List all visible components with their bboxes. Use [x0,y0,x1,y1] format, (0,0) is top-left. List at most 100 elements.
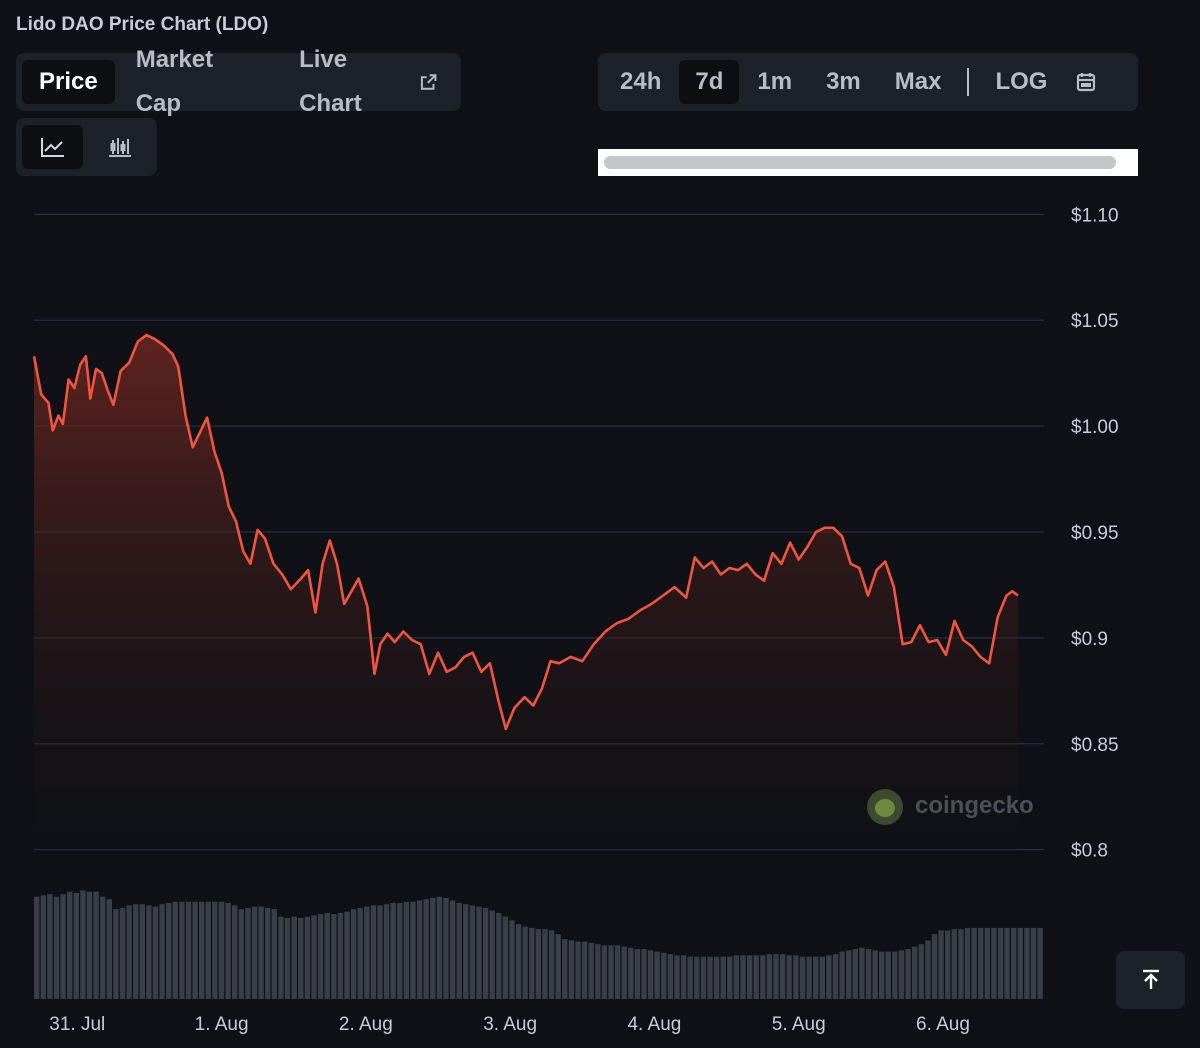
volume-bar [793,955,799,999]
volume-bar [773,954,779,999]
volume-bar [971,927,977,999]
volume-bar [515,924,522,999]
volume-bar [416,900,423,999]
volume-bar [925,940,931,999]
x-tick-label: 5. Aug [772,1014,826,1035]
volume-bar [647,950,654,999]
volume-bar [991,927,997,999]
range-1m[interactable]: 1m [757,68,793,95]
volume-bar [555,934,561,999]
volume-bar [291,916,297,999]
chart-type-selector [16,118,157,176]
volume-bar [918,944,924,999]
range-24h[interactable]: 24h [620,68,662,95]
volume-bar [146,905,152,999]
price-area [34,335,1018,893]
tab-price[interactable]: Price [22,60,115,104]
volume-bar [218,901,225,999]
volume-bar [846,950,852,999]
volume-bar [1037,927,1043,999]
volume-bar [212,901,218,999]
range-divider [967,68,970,96]
volume-bar [912,946,918,999]
volume-bar [456,902,462,999]
scroll-to-top-button[interactable] [1116,951,1185,1009]
volume-bar [720,956,726,999]
volume-bar [568,940,575,999]
y-tick-label: $1.05 [1071,311,1119,332]
volume-bar [529,927,535,999]
volume-bar [879,951,885,999]
x-tick-label: 1. Aug [195,1014,249,1035]
volume-bar [482,907,489,999]
y-tick-label: $1.00 [1071,417,1119,438]
volume-bar [667,954,674,999]
volume-bar [661,952,667,999]
tab-market-cap[interactable]: Market Cap [119,46,278,117]
volume-bar [733,955,740,999]
range-3m[interactable]: 3m [826,68,861,95]
line-chart-button[interactable] [22,125,83,169]
log-toggle[interactable]: LOG [995,68,1048,95]
volume-bar [152,906,159,999]
volume-bar [93,891,99,999]
range-slider[interactable] [598,149,1138,176]
volume-bar [766,954,773,999]
volume-bar [978,927,984,999]
volume-bar [892,951,898,999]
volume-bar [885,951,891,999]
arrow-up-to-line-icon [1142,969,1159,989]
volume-bar [60,894,66,999]
range-max[interactable]: Max [894,68,942,95]
volume-bar [813,956,819,999]
volume-bar [680,955,687,999]
volume-bar [951,929,957,999]
volume-bar [133,904,139,999]
x-tick-label: 4. Aug [627,1014,681,1035]
candlestick-chart-button[interactable] [89,125,150,169]
volume-bar [595,944,601,999]
volume-bar [898,950,905,999]
volume-bar [839,951,845,999]
volume-bar [357,907,363,999]
tab-price-label: Price [39,68,98,95]
range-7d[interactable]: 7d [679,60,740,104]
volume-bar [496,912,502,999]
volume-bar [53,896,60,999]
volume-bar [476,906,482,999]
y-tick-label: $0.85 [1071,735,1119,756]
coingecko-logo-icon [867,789,903,825]
volume-bar [34,896,40,999]
volume-bar [265,907,271,999]
volume-bar [443,897,449,999]
volume-bar [436,896,443,999]
volume-bar [344,911,350,999]
volume-bar [139,904,145,999]
volume-bar [86,891,93,999]
volume-bar [548,930,555,999]
volume-bar [337,912,344,999]
volume-bar [423,899,429,999]
volume-bar [179,901,185,999]
tab-live-chart[interactable]: Live Chart [282,46,455,117]
x-tick-label: 31. Jul [49,1014,105,1035]
calendar-button[interactable] [1065,60,1107,104]
time-range-selector: 24h 7d 1m 3m Max LOG [598,53,1138,111]
volume-bar [628,947,634,999]
volume-bar [271,909,277,999]
volume-bar [205,901,211,999]
volume-bar [621,946,627,999]
volume-bar [760,955,766,999]
range-slider-handle[interactable] [604,156,1116,169]
volume-bar [826,955,832,999]
x-tick-label: 6. Aug [916,1014,970,1035]
volume-bar [581,941,588,999]
volume-bar [67,891,73,999]
watermark: coingecko [915,792,1034,819]
volume-bar [997,927,1004,999]
volume-bar [390,902,396,999]
volume-bar [852,949,858,999]
volume-bar [786,955,792,999]
volume-bar [707,956,713,999]
page-title: Lido DAO Price Chart (LDO) [16,14,269,35]
